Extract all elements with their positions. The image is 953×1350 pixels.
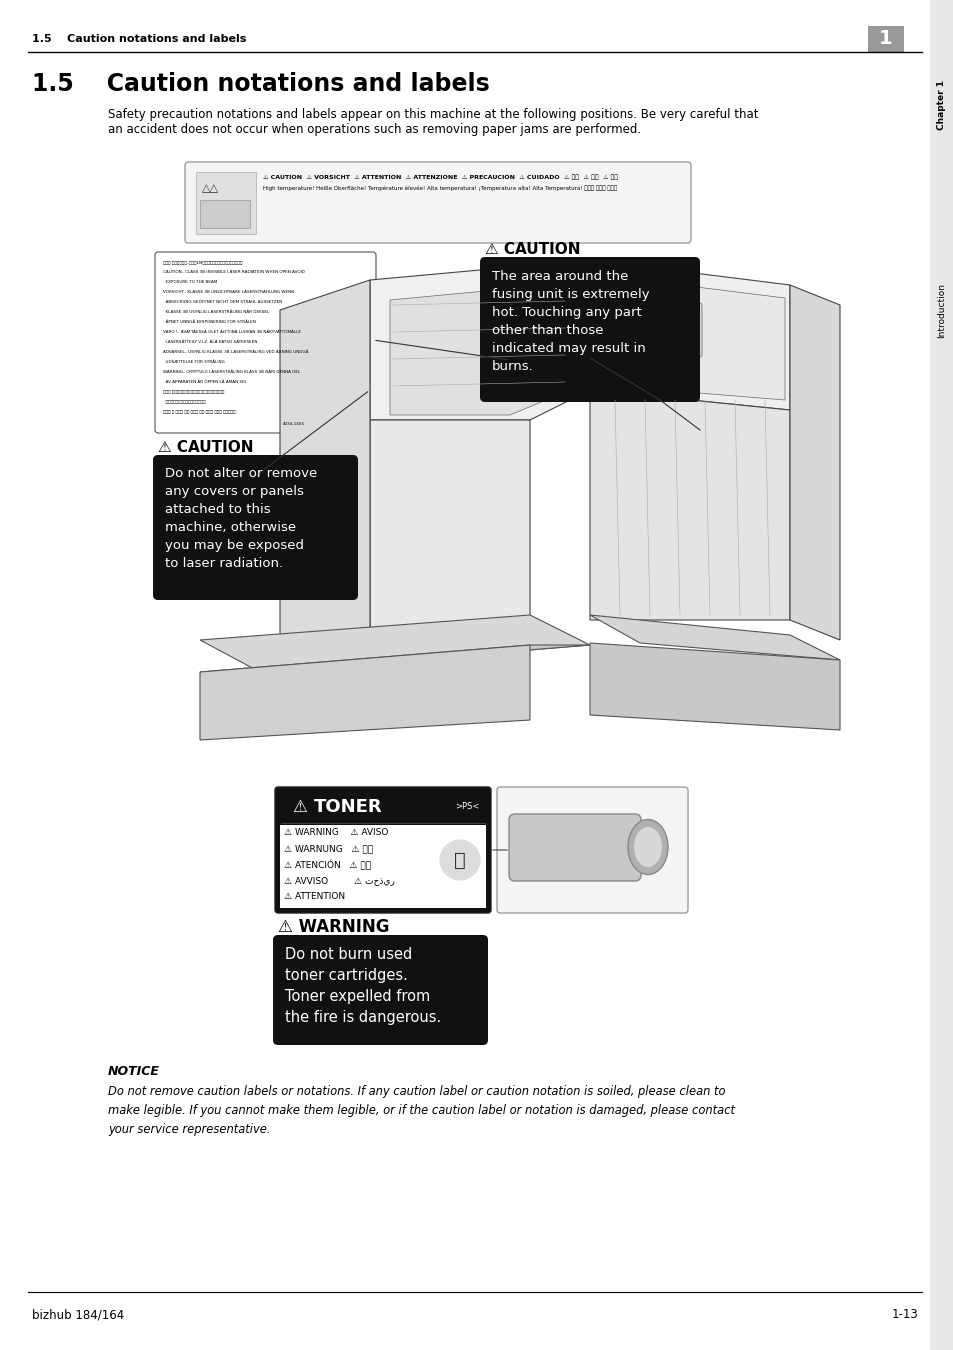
Polygon shape <box>280 279 370 660</box>
FancyBboxPatch shape <box>479 256 700 402</box>
Text: 1-13: 1-13 <box>890 1308 917 1322</box>
Circle shape <box>669 325 679 335</box>
Text: ⚠ CAUTION: ⚠ CAUTION <box>484 242 579 256</box>
Text: 1: 1 <box>879 30 892 49</box>
Bar <box>195 171 255 234</box>
Text: 打开时有激光辐射，请勿直视激光束: 打开时有激光辐射，请勿直视激光束 <box>163 400 205 404</box>
Text: △△: △△ <box>202 184 219 193</box>
Polygon shape <box>200 645 589 672</box>
Text: WARNING– CRYPTULO LASERSTRÅLING KLASS 3B NÂRI DÈNNA DEL: WARNING– CRYPTULO LASERSTRÅLING KLASS 3B… <box>163 370 300 374</box>
Text: ✋: ✋ <box>454 850 465 869</box>
Text: High temperature! Heiße Oberfläche! Température élevée! Alta temperatura! ¡Tempe: High temperature! Heiße Oberfläche! Temp… <box>263 185 617 190</box>
Text: ⚠ ATENCIÓN   ⚠ 경고: ⚠ ATENCIÓN ⚠ 경고 <box>284 860 371 871</box>
Text: ⚠ ATTENTION: ⚠ ATTENTION <box>284 892 345 900</box>
Polygon shape <box>200 616 589 672</box>
Text: bizhub 184/164: bizhub 184/164 <box>32 1308 124 1322</box>
Text: ABDECKUNG GEÖFFNET NICHT DEM STRAHL AUSSETZEN: ABDECKUNG GEÖFFNET NICHT DEM STRAHL AUSS… <box>163 300 282 304</box>
Text: >PS<: >PS< <box>456 802 479 811</box>
Text: 注意： レーザー放射–クラス1Mレーザー製品、直接観察時は危険。: 注意： レーザー放射–クラス1Mレーザー製品、直接観察時は危険。 <box>163 261 242 265</box>
Text: ⚠ WARNUNG   ⚠ 警告: ⚠ WARNUNG ⚠ 警告 <box>284 844 373 853</box>
Text: ÅPNET UNNGÅ EKSPONERING FOR STRÅLEN: ÅPNET UNNGÅ EKSPONERING FOR STRÅLEN <box>163 320 255 324</box>
Circle shape <box>439 840 479 880</box>
Text: ⚠ CAUTION: ⚠ CAUTION <box>158 440 253 455</box>
Polygon shape <box>390 284 569 414</box>
Text: ADVARSEL– USYNLIG KLASSE 3B LASERSTRÅLING VED ÅBNING UNDGÅ: ADVARSEL– USYNLIG KLASSE 3B LASERSTRÅLIN… <box>163 350 308 354</box>
FancyBboxPatch shape <box>273 936 488 1045</box>
Text: Safety precaution notations and labels appear on this machine at the following p: Safety precaution notations and labels a… <box>108 108 758 122</box>
Text: ⚠ WARNING: ⚠ WARNING <box>277 918 389 936</box>
Text: KLASSE 3B USYNLIG LASERSTRÅLING NÅR DEKSEL: KLASSE 3B USYNLIG LASERSTRÅLING NÅR DEKS… <box>163 310 269 315</box>
Text: ⚠ WARNING    ⚠ AVISO: ⚠ WARNING ⚠ AVISO <box>284 828 388 837</box>
Text: TONER: TONER <box>314 798 382 815</box>
Text: Do not burn used
toner cartridges.
Toner expelled from
the fire is dangerous.: Do not burn used toner cartridges. Toner… <box>285 946 441 1025</box>
Text: NOTICE: NOTICE <box>108 1065 160 1079</box>
FancyBboxPatch shape <box>185 162 690 243</box>
Bar <box>929 0 953 1350</box>
Bar <box>200 200 250 228</box>
Text: AV APPARATEN ÄR ÖPPEN LÅ AMAN SIG: AV APPARATEN ÄR ÖPPEN LÅ AMAN SIG <box>163 379 246 383</box>
Text: ⚠: ⚠ <box>292 798 307 815</box>
Ellipse shape <box>627 819 667 875</box>
Text: VARO !– AVATTAESSA OLET ALTTIINA LUOKAN 3B NÄKYVÄTTÖMÄLLE: VARO !– AVATTAESSA OLET ALTTIINA LUOKAN … <box>163 329 301 333</box>
FancyBboxPatch shape <box>497 787 687 913</box>
Bar <box>280 792 485 819</box>
Polygon shape <box>589 261 789 410</box>
Polygon shape <box>370 261 589 420</box>
Polygon shape <box>370 420 530 640</box>
FancyBboxPatch shape <box>152 455 357 599</box>
Text: 1.5    Caution notations and labels: 1.5 Caution notations and labels <box>32 34 246 45</box>
Text: 4034-1405: 4034-1405 <box>283 423 305 427</box>
Text: ⚠ AVVISO         ⚠ تحذير: ⚠ AVVISO ⚠ تحذير <box>284 876 395 886</box>
Text: 1.5    Caution notations and labels: 1.5 Caution notations and labels <box>32 72 489 96</box>
Text: The area around the
fusing unit is extremely
hot. Touching any part
other than t: The area around the fusing unit is extre… <box>492 270 649 373</box>
Text: Chapter 1: Chapter 1 <box>937 80 945 130</box>
Bar <box>867 26 903 53</box>
Ellipse shape <box>634 828 661 867</box>
Text: an accident does not occur when operations such as removing paper jams are perfo: an accident does not occur when operatio… <box>108 123 640 136</box>
Polygon shape <box>200 645 530 740</box>
Text: 注意： 当打开时有不可见的激光辐射，避免直视激光束: 注意： 当打开时有不可见的激光辐射，避免直视激光束 <box>163 390 224 394</box>
Bar <box>280 825 485 909</box>
Text: Introduction: Introduction <box>937 282 945 338</box>
FancyBboxPatch shape <box>509 814 640 882</box>
FancyBboxPatch shape <box>154 252 375 433</box>
Text: Do not remove caution labels or notations. If any caution label or caution notat: Do not remove caution labels or notation… <box>108 1085 734 1135</box>
Text: VORSICHT– KLASSE 3B UNSICHTBARE LASERSTRAHLUNG WENN: VORSICHT– KLASSE 3B UNSICHTBARE LASERSTR… <box>163 290 294 294</box>
Text: CAUTION– CLASS 3B INVISIBLE LASER RADIATION WHEN OPEN AVOID: CAUTION– CLASS 3B INVISIBLE LASER RADIAT… <box>163 270 305 274</box>
Text: EXPOSURE TO THE BEAM: EXPOSURE TO THE BEAM <box>163 279 217 284</box>
FancyBboxPatch shape <box>274 787 491 913</box>
Text: Do not alter or remove
any covers or panels
attached to this
machine, otherwise
: Do not alter or remove any covers or pan… <box>165 467 317 570</box>
Text: 주의： 이 부분을 열면 보이지 않는 레이저 광선에 노출됩니다.: 주의： 이 부분을 열면 보이지 않는 레이저 광선에 노출됩니다. <box>163 410 236 414</box>
Polygon shape <box>589 616 840 660</box>
Polygon shape <box>789 285 840 640</box>
Circle shape <box>649 325 659 335</box>
Bar <box>140 150 829 770</box>
Text: LASERSÄTTEILY V.I.Z. ÄLÄ KATSO SÄTEESEEN: LASERSÄTTEILY V.I.Z. ÄLÄ KATSO SÄTEESEEN <box>163 340 257 344</box>
Polygon shape <box>589 643 840 730</box>
FancyBboxPatch shape <box>618 302 701 356</box>
Circle shape <box>629 325 639 335</box>
Polygon shape <box>589 390 789 620</box>
Text: UDSÆTTELSE FOR STRÅLING: UDSÆTTELSE FOR STRÅLING <box>163 360 225 365</box>
Polygon shape <box>599 275 784 400</box>
Text: ⚠ CAUTION  ⚠ VORSICHT  ⚠ ATTENTION  ⚠ ATTENZIONE  ⚠ PRECAUCIÓN  ⚠ CUIDADO  ⚠ 注意 : ⚠ CAUTION ⚠ VORSICHT ⚠ ATTENTION ⚠ ATTEN… <box>263 174 618 180</box>
